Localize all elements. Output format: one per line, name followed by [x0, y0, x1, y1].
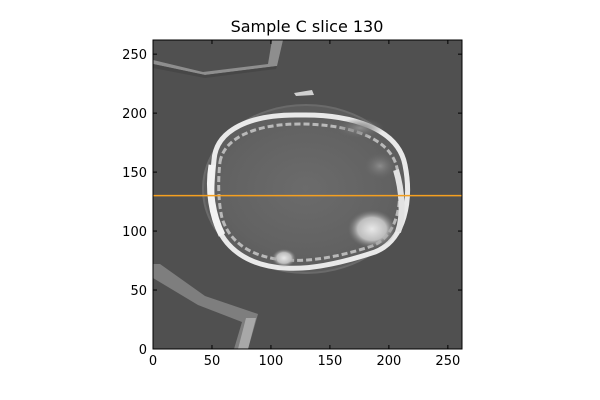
x-tick-label: 0: [149, 354, 157, 369]
x-tick-label: 150: [317, 354, 342, 369]
x-tick-label: 100: [259, 354, 284, 369]
y-tick-label: 100: [122, 225, 147, 240]
y-tick-label: 150: [122, 166, 147, 181]
x-axis-ticks: 0 50 100 150 200 250: [149, 40, 460, 369]
chart-title: Sample C slice 130: [231, 17, 384, 36]
y-tick-label: 0: [139, 343, 147, 358]
y-axis-ticks: 0 50 100 150 200 250: [122, 48, 462, 358]
y-tick-label: 200: [122, 107, 147, 122]
ct-slice-image: [153, 40, 462, 349]
y-tick-label: 50: [130, 284, 147, 299]
x-tick-label: 200: [376, 354, 401, 369]
plot-frame: [152, 39, 463, 350]
y-tick-label: 250: [122, 48, 147, 63]
x-tick-label: 250: [435, 354, 460, 369]
x-tick-label: 50: [204, 354, 221, 369]
